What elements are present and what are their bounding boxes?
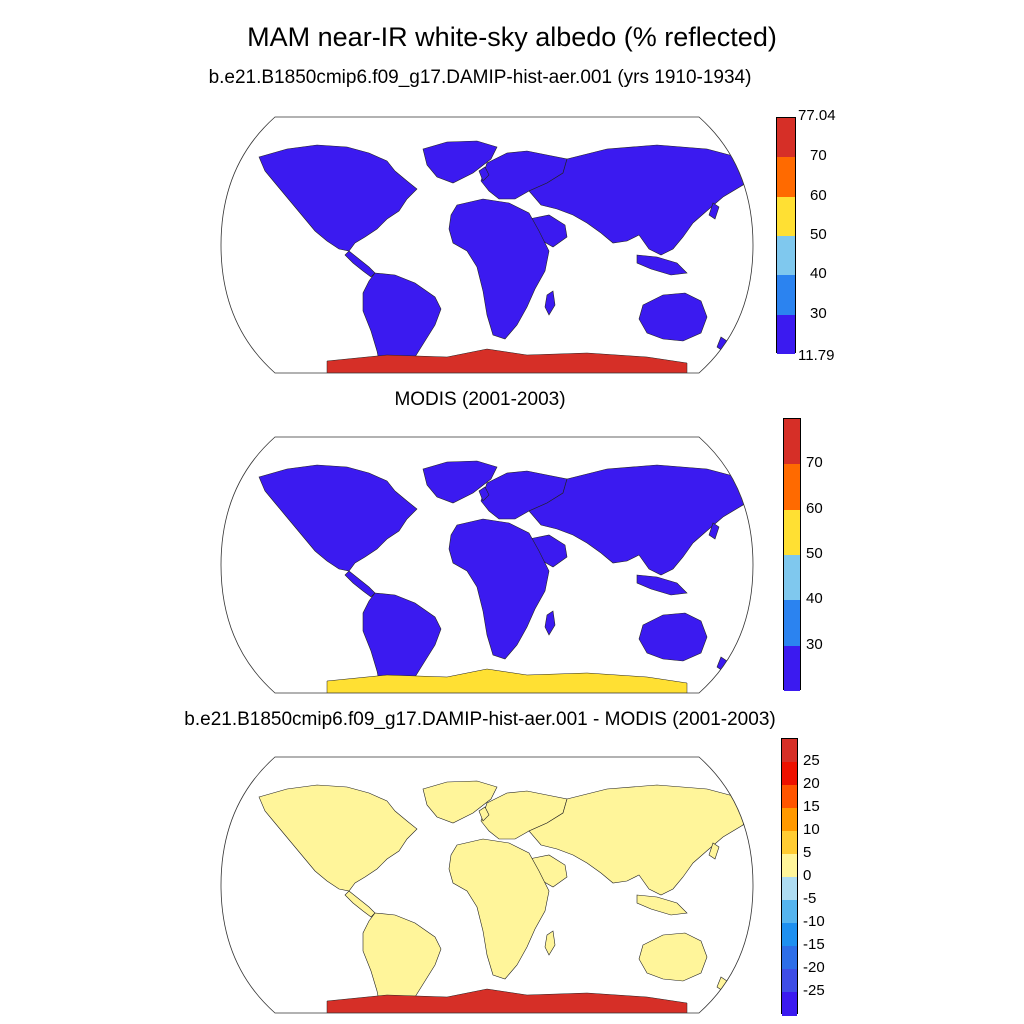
map-panel-1 — [220, 116, 754, 374]
antarctica-1 — [326, 348, 688, 373]
map-panel-2 — [220, 436, 754, 694]
colorbar-swatch — [784, 419, 800, 465]
colorbar-swatch — [782, 992, 797, 1016]
colorbar-tick-label: 50 — [810, 226, 827, 243]
colorbar-swatch — [784, 645, 800, 692]
colorbar-min-label: 11.79 — [798, 347, 835, 364]
colorbar-tick-label: 10 — [803, 821, 820, 838]
colorbar-tick-label: 0 — [803, 867, 812, 884]
colorbar-tick-label: 70 — [810, 147, 827, 165]
colorbar-swatch — [784, 509, 800, 556]
colorbar-1 — [776, 117, 796, 355]
panel-1-subtitle: b.e21.B1850cmip6.f09_g17.DAMIP-hist-aer.… — [208, 67, 752, 88]
colorbar-swatch — [782, 900, 797, 924]
colorbar-swatch — [782, 969, 797, 993]
antarctica-3 — [326, 988, 688, 1013]
panel-3-subtitle: b.e21.B1850cmip6.f09_g17.DAMIP-hist-aer.… — [184, 709, 776, 730]
colorbar-swatch — [784, 464, 800, 511]
colorbar-swatch — [782, 739, 797, 763]
colorbar-tick-label: -20 — [803, 959, 825, 976]
colorbar-tick-label: 60 — [810, 186, 827, 204]
colorbar-max-label: 77.04 — [798, 107, 836, 124]
colorbar-swatch — [777, 118, 795, 158]
colorbar-swatch — [782, 854, 797, 878]
colorbar-tick-label: 60 — [806, 499, 823, 517]
colorbar-tick-label: 50 — [806, 545, 823, 562]
colorbar-tick-label: -10 — [803, 913, 825, 930]
colorbar-swatch — [782, 808, 797, 832]
colorbar-swatch — [777, 275, 795, 316]
map-border-3 — [220, 756, 754, 1014]
colorbar-swatch — [782, 762, 797, 786]
colorbar-tick-label: -5 — [803, 890, 817, 907]
colorbar-tick-label: 70 — [806, 454, 823, 472]
map-border-1 — [220, 116, 754, 374]
colorbar-3 — [781, 738, 798, 1016]
colorbar-tick-label: 5 — [803, 844, 812, 861]
colorbar-swatch — [784, 600, 800, 647]
colorbar-swatch — [782, 923, 797, 947]
colorbar-tick-label: 15 — [803, 798, 820, 815]
colorbar-tick-label: -15 — [803, 936, 825, 953]
colorbar-swatch — [777, 196, 795, 237]
colorbar-tick-label: 40 — [806, 590, 823, 608]
colorbar-tick-label: 40 — [810, 265, 827, 283]
colorbar-tick-label: 20 — [803, 775, 820, 792]
continents-3 — [258, 780, 750, 1013]
colorbar-swatch — [782, 946, 797, 970]
colorbar-swatch — [777, 157, 795, 198]
colorbar-swatch — [782, 785, 797, 809]
colorbar-tick-label: 30 — [806, 635, 823, 653]
colorbar-swatch — [782, 877, 797, 901]
colorbar-swatch — [784, 555, 800, 601]
panel-2-subtitle: MODIS (2001-2003) — [394, 389, 566, 410]
colorbar-swatch — [782, 831, 797, 855]
colorbar-tick-label: -25 — [803, 982, 825, 999]
colorbar-swatch — [777, 236, 795, 276]
map-border-2 — [220, 436, 754, 694]
figure-title: MAM near-IR white-sky albedo (% reflecte… — [247, 22, 777, 52]
colorbar-2 — [783, 418, 801, 692]
colorbar-swatch — [777, 314, 795, 355]
antarctica-2 — [326, 668, 688, 693]
colorbar-tick-label: 30 — [810, 304, 827, 322]
map-panels — [220, 116, 754, 1014]
map-panel-3 — [220, 756, 754, 1014]
colorbar-tick-label: 25 — [803, 752, 820, 769]
